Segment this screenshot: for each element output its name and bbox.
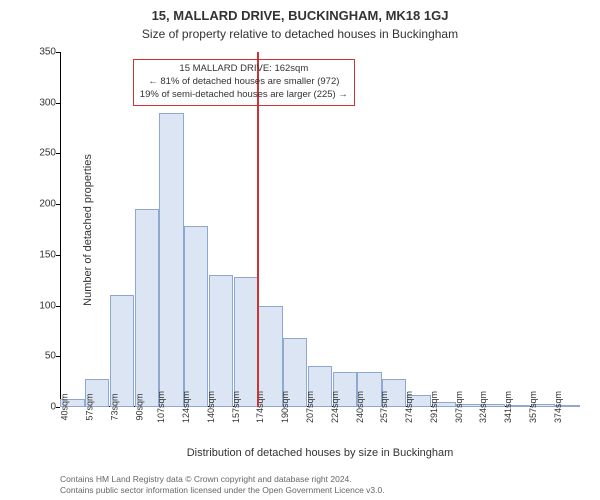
x-tick: 374sqm	[550, 391, 563, 423]
histogram-bar	[184, 226, 208, 407]
x-tick: 90sqm	[131, 393, 144, 420]
x-tick: 341sqm	[500, 391, 513, 423]
x-tick: 57sqm	[82, 393, 95, 420]
footer-line2: Contains public sector information licen…	[60, 485, 385, 496]
histogram-bar	[135, 209, 159, 407]
histogram-bar	[159, 113, 183, 407]
y-axis-label: Number of detached properties	[82, 154, 94, 306]
plot: 05010015020025030035040sqm57sqm73sqm90sq…	[60, 52, 580, 407]
x-tick: 107sqm	[153, 391, 166, 423]
x-axis-label: Distribution of detached houses by size …	[187, 447, 454, 459]
x-tick: 157sqm	[228, 391, 241, 423]
annotation-box: 15 MALLARD DRIVE: 162sqm← 81% of detache…	[133, 59, 355, 105]
title-sub: Size of property relative to detached ho…	[0, 23, 600, 41]
annotation-line: ← 81% of detached houses are smaller (97…	[140, 76, 348, 89]
x-tick: 357sqm	[525, 391, 538, 423]
histogram-bar	[110, 295, 134, 407]
chart-area: 05010015020025030035040sqm57sqm73sqm90sq…	[60, 52, 580, 407]
x-tick: 257sqm	[376, 391, 389, 423]
x-tick: 73sqm	[106, 393, 119, 420]
title-main: 15, MALLARD DRIVE, BUCKINGHAM, MK18 1GJ	[0, 0, 600, 23]
x-tick: 274sqm	[401, 391, 414, 423]
x-tick: 207sqm	[302, 391, 315, 423]
annotation-line: 19% of semi-detached houses are larger (…	[140, 89, 348, 102]
histogram-bar	[209, 275, 233, 407]
annotation-line: 15 MALLARD DRIVE: 162sqm	[140, 63, 348, 76]
x-tick: 190sqm	[277, 391, 290, 423]
x-tick: 324sqm	[475, 391, 488, 423]
x-tick: 40sqm	[57, 393, 70, 420]
footer-line1: Contains HM Land Registry data © Crown c…	[60, 474, 385, 485]
x-tick: 307sqm	[451, 391, 464, 423]
x-tick: 140sqm	[203, 391, 216, 423]
histogram-bar	[234, 277, 258, 407]
x-tick: 124sqm	[178, 391, 191, 423]
x-tick: 240sqm	[352, 391, 365, 423]
x-tick: 224sqm	[327, 391, 340, 423]
footer: Contains HM Land Registry data © Crown c…	[60, 474, 385, 496]
x-tick: 291sqm	[426, 391, 439, 423]
